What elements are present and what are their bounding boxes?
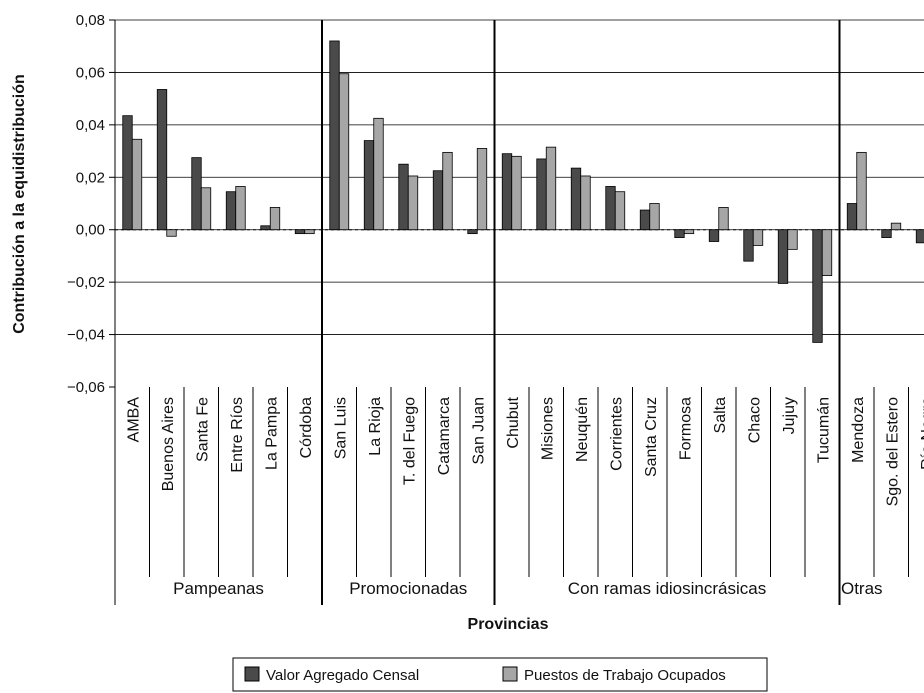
bar-puestos-trabajo: [200, 187, 212, 231]
category-label: Río Negro: [919, 397, 924, 470]
bar-puestos-trabajo: [131, 138, 143, 231]
category-label: Catamarca: [436, 397, 453, 475]
bar-puestos-trabajo: [890, 222, 902, 231]
bar-valor-agregado: [191, 157, 202, 231]
bar-puestos-trabajo: [373, 117, 384, 231]
bar-valor-agregado: [881, 229, 892, 238]
category-label: Santa Fe: [194, 397, 211, 462]
x-axis-title: Provincias: [468, 616, 549, 633]
bar-puestos-trabajo: [407, 175, 419, 231]
y-tick-label: 0,06: [76, 64, 105, 81]
category-label: Misiones: [539, 397, 556, 460]
bar-valor-agregado: [674, 229, 685, 238]
category-label: Chubut: [505, 396, 522, 448]
bar-puestos-trabajo: [683, 229, 695, 235]
bar-puestos-trabajo: [580, 175, 591, 231]
category-label: Formosa: [677, 397, 694, 460]
bar-valor-agregado: [501, 153, 513, 231]
y-tick-label: 0,04: [76, 117, 105, 134]
bar-valor-agregado: [639, 209, 651, 231]
y-tick-label: −0,04: [67, 327, 105, 344]
legend-label-valor-agregado: Valor Agregado Censal: [266, 667, 419, 684]
category-label: La Pampa: [263, 397, 280, 470]
group-labels: Pampeanas Promocionadas Con ramas idiosinc…: [173, 579, 882, 598]
bar-puestos-trabajo: [442, 151, 453, 231]
y-tick-label: 0,00: [76, 222, 105, 239]
bar-valor-agregado: [708, 229, 720, 242]
category-label: AMBA: [125, 397, 142, 443]
category-label: San Luis: [332, 397, 349, 459]
bar-valor-agregado: [536, 158, 547, 231]
y-tick-label: 0,08: [76, 12, 105, 29]
bar-puestos-trabajo: [269, 207, 281, 231]
bar-valor-agregado: [812, 229, 823, 343]
bar-puestos-trabajo: [304, 229, 315, 235]
legend: Valor Agregado Censal Puestos de Trabajo…: [232, 657, 768, 692]
bar-valor-agregado: [156, 89, 168, 231]
bar-valor-agregado: [467, 229, 478, 235]
category-label: Santa Cruz: [643, 397, 660, 477]
bar-valor-agregado: [605, 186, 616, 231]
bar-valor-agregado: [398, 163, 409, 231]
category-label: Neuquén: [574, 397, 591, 462]
bar-puestos-trabajo: [649, 203, 660, 231]
bar-puestos-trabajo: [545, 146, 557, 231]
bar-valor-agregado: [432, 170, 444, 231]
bar-valor-agregado: [122, 115, 133, 231]
group-label: Otras: [841, 579, 883, 598]
axes: [109, 19, 909, 605]
group-label: Pampeanas: [173, 579, 264, 598]
bar-puestos-trabajo: [166, 229, 177, 237]
category-label: La Rioja: [367, 397, 384, 456]
category-labels: AMBA Buenos Aires Santa Fe Entre Ríos La Pam…: [125, 396, 924, 506]
category-label: Jujuy: [781, 397, 798, 434]
legend-swatch-puestos-trabajo: [502, 666, 518, 682]
legend-label-puestos-trabajo: Puestos de Trabajo Ocupados: [524, 667, 726, 684]
bar-valor-agregado: [363, 140, 375, 231]
group-label: Promocionadas: [349, 579, 467, 598]
category-label: Corrientes: [608, 397, 625, 471]
bar-valor-agregado: [743, 229, 754, 262]
legend-box: [232, 657, 768, 692]
bar-valor-agregado: [294, 229, 306, 235]
bar-valor-agregado: [260, 225, 271, 231]
bar-puestos-trabajo: [614, 191, 626, 231]
bar-puestos-trabajo: [787, 229, 798, 250]
bar-valor-agregado: [777, 229, 789, 284]
group-label: Con ramas idiosincrásicas: [568, 579, 766, 598]
category-label: Sgo. del Estero: [884, 397, 901, 507]
category-label: Mendoza: [850, 397, 867, 463]
bar-puestos-trabajo: [235, 186, 246, 231]
category-label: Tucumán: [815, 397, 832, 463]
category-label: Salta: [712, 397, 729, 434]
y-tick-label: 0,02: [76, 169, 105, 186]
bar-valor-agregado: [225, 191, 237, 231]
bars: [122, 40, 924, 343]
bar-puestos-trabajo: [338, 73, 350, 231]
category-label: Chaco: [746, 397, 763, 443]
category-label: Buenos Aires: [160, 397, 177, 491]
bar-valor-agregado: [570, 167, 582, 231]
category-label: Entre Ríos: [229, 397, 246, 473]
y-tick-label: −0,02: [67, 274, 105, 291]
bar-puestos-trabajo: [752, 229, 764, 246]
bar-puestos-trabajo: [511, 155, 522, 231]
bar-puestos-trabajo: [821, 229, 833, 276]
bar-valor-agregado: [846, 203, 858, 231]
category-label: T. del Fuego: [401, 397, 418, 485]
bar-valor-agregado: [915, 229, 924, 244]
category-label: Córdoba: [298, 397, 315, 458]
y-tick-labels: −0,06 −0,04 −0,02 0,00 0,02 0,04 0,06 0,08: [67, 12, 105, 396]
bar-puestos-trabajo: [476, 148, 488, 231]
legend-swatch-valor-agregado: [244, 666, 260, 682]
y-tick-label: −0,06: [67, 379, 105, 396]
category-label: San Juan: [470, 397, 487, 465]
bar-puestos-trabajo: [718, 207, 729, 231]
bar-puestos-trabajo: [856, 151, 867, 231]
y-axis-title: Contribución a la equidistribución: [11, 74, 28, 334]
bar-valor-agregado: [329, 40, 340, 231]
